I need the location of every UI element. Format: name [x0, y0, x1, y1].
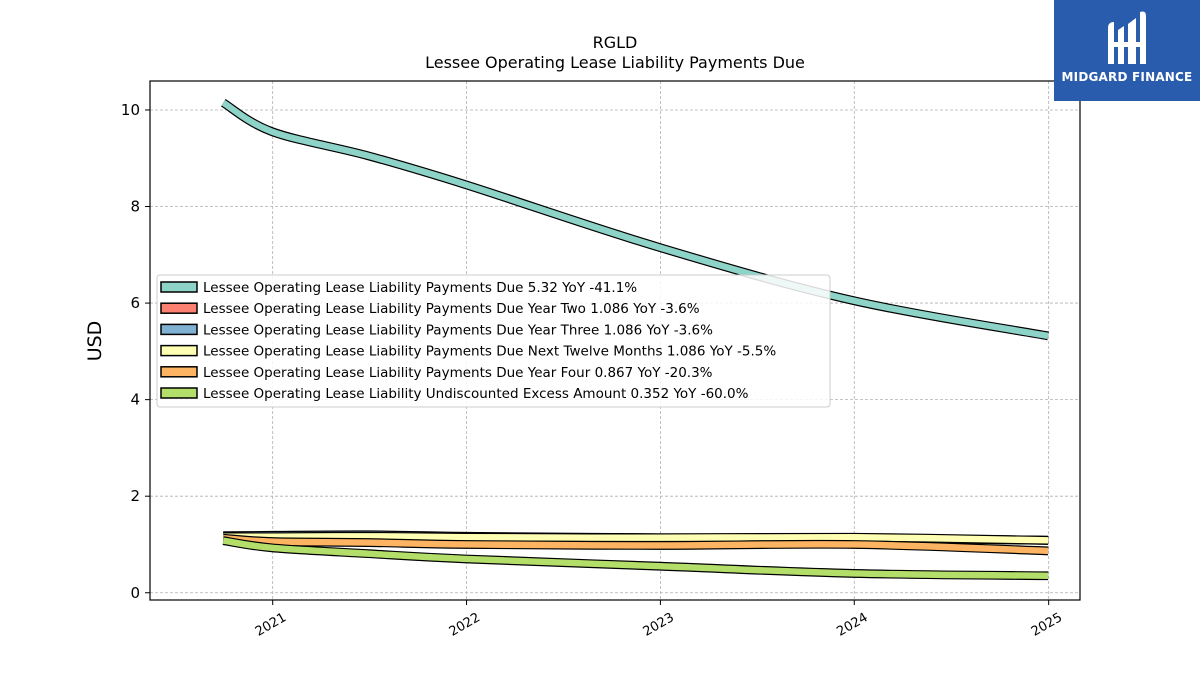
legend-box [156, 274, 831, 408]
legend-swatch [160, 344, 198, 357]
chart-subtitle: Lessee Operating Lease Liability Payment… [425, 53, 805, 72]
y-tick-label: 2 [130, 487, 140, 505]
series-band [221, 99, 1049, 340]
series-band [223, 533, 1049, 544]
legend-entry: Lessee Operating Lease Liability Undisco… [203, 386, 749, 402]
y-tick-label: 6 [130, 294, 140, 312]
legend-swatch [160, 323, 198, 336]
y-tick-label: 4 [130, 391, 140, 409]
y-axis-label: USD [84, 321, 106, 362]
y-tick-label: 10 [121, 101, 140, 119]
logo-brand-text: MIDGARD FINANCE [1061, 70, 1193, 84]
midgard-finance-logo: MIDGARD FINANCE [1054, 0, 1200, 101]
y-tick-label: 0 [130, 584, 140, 602]
plot-frame [149, 80, 1081, 601]
legend-swatch [160, 387, 198, 399]
legend: Lessee Operating Lease Liability Payment… [156, 274, 831, 408]
y-tick-label: 8 [130, 198, 140, 216]
series-band [223, 535, 1049, 555]
legend-swatch [160, 281, 198, 293]
legend-swatch [160, 302, 198, 314]
legend-entry: Lessee Operating Lease Liability Payment… [203, 365, 713, 381]
legend-entry: Lessee Operating Lease Liability Payment… [203, 280, 637, 296]
legend-swatch [160, 366, 198, 378]
series-band [222, 537, 1049, 579]
legend-entry: Lessee Operating Lease Liability Payment… [203, 322, 713, 338]
y-axis-ticks: 0 2 4 6 8 10 [121, 101, 150, 602]
legend-entry: Lessee Operating Lease Liability Payment… [203, 344, 776, 360]
logo-mark-icon [1108, 11, 1146, 64]
legend-entry: Lessee Operating Lease Liability Payment… [203, 301, 700, 317]
series-layer [220, 98, 1049, 581]
chart-title: RGLD [593, 33, 638, 52]
